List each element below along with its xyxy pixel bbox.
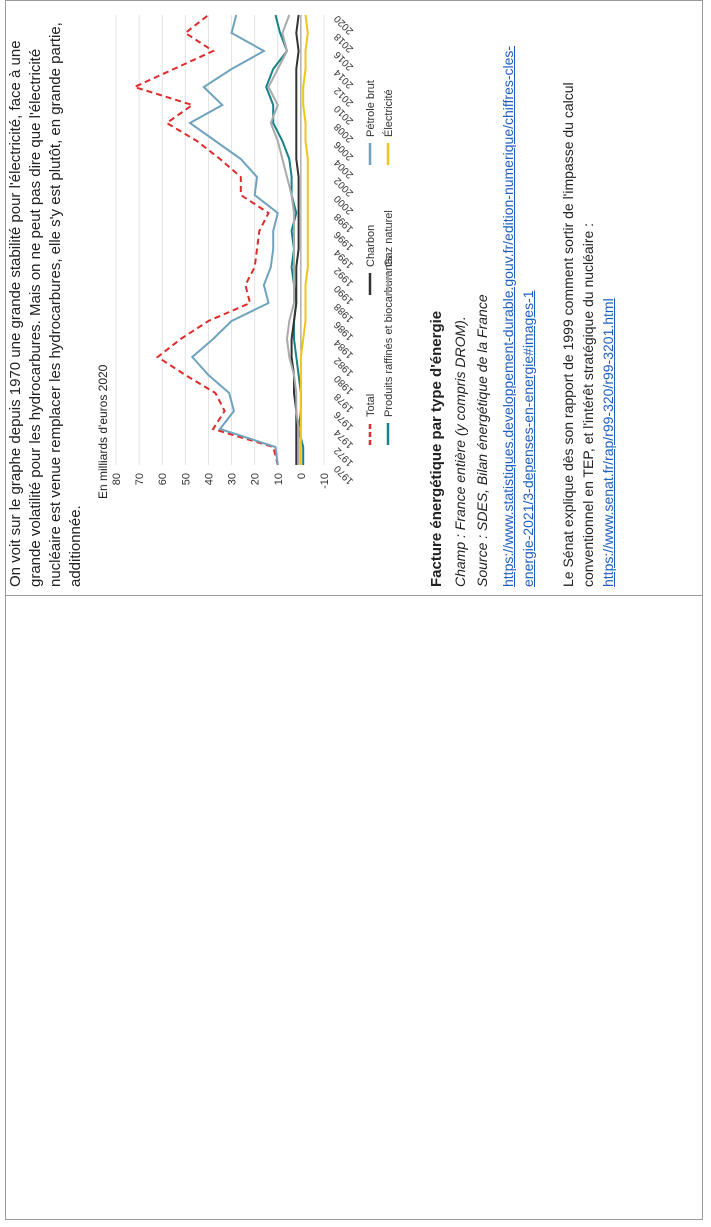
- y-tick-label: 10: [273, 473, 285, 485]
- chart-scope: Champ : France entière (y compris DROM).: [452, 316, 468, 587]
- x-tick-label: 1996: [332, 229, 356, 253]
- x-tick-label: 1992: [332, 265, 356, 289]
- x-tick-label: 1990: [332, 283, 356, 307]
- x-tick-label: 2016: [332, 49, 356, 73]
- chart-source: Source : SDES, Bilan énergétique de la F…: [474, 294, 490, 587]
- y-tick-label: 50: [180, 473, 192, 485]
- x-tick-label: 2012: [332, 85, 356, 109]
- series-line: [299, 14, 309, 465]
- x-tick-label: 2010: [332, 103, 356, 127]
- series-line: [188, 14, 279, 466]
- legend-label: Électricité: [382, 89, 395, 137]
- x-tick-label: 1984: [332, 337, 356, 361]
- x-tick-label: 1988: [332, 301, 356, 325]
- chart-caption-title: Facture énergétique par type d'énergie: [428, 310, 445, 587]
- y-tick-label: -10: [319, 473, 331, 489]
- legend-label: Total: [365, 394, 377, 417]
- x-tick-label: 1978: [332, 391, 356, 415]
- series-line: [290, 14, 300, 465]
- x-tick-label: 1994: [332, 247, 356, 271]
- y-tick-label: 20: [250, 473, 262, 485]
- legend-label: Produits raffinés et biocarburants: [383, 255, 395, 417]
- x-tick-label: 2006: [332, 139, 356, 163]
- y-tick-label: 60: [157, 473, 169, 485]
- legend-label: Charbon: [365, 225, 377, 267]
- x-tick-label: 2014: [332, 67, 356, 91]
- x-tick-label: 2000: [332, 193, 356, 217]
- x-tick-label: 2020: [332, 13, 356, 37]
- x-tick-label: 1980: [332, 373, 356, 397]
- statistics-link[interactable]: https://www.statistiques.developpement-d…: [500, 45, 536, 587]
- senat-link[interactable]: https://www.senat.fr/rap/r99-320/r99-320…: [600, 298, 616, 587]
- senat-paragraph: Le Sénat explique dès son rapport de 199…: [560, 82, 596, 587]
- x-tick-label: 1986: [332, 319, 356, 343]
- y-tick-label: 0: [296, 473, 308, 479]
- rotated-content: On voit sur le graphe depuis 1970 une gr…: [0, 0, 711, 595]
- legend-label: Pétrole brut: [365, 80, 377, 137]
- y-tick-label: 40: [203, 473, 215, 485]
- x-tick-label: 1982: [332, 355, 356, 379]
- x-tick-label: 2008: [332, 121, 356, 145]
- energy-bill-chart: -10 0 10 20 30 40 50 60 70 80 1970197219741976197…: [111, 13, 395, 489]
- y-tick-label: 80: [111, 473, 123, 485]
- x-tick-label: 1974: [332, 427, 356, 451]
- series-line: [267, 14, 300, 465]
- x-tick-label: 1970: [332, 463, 356, 487]
- intro-paragraph: On voit sur le graphe depuis 1970 une gr…: [7, 22, 84, 587]
- x-tick-label: 2004: [332, 157, 356, 181]
- page-divider: [5, 595, 703, 596]
- x-tick-label: 1976: [332, 409, 356, 433]
- x-tick-label: 1972: [332, 445, 356, 469]
- x-tick-label: 2002: [332, 175, 356, 199]
- x-tick-label: 1998: [332, 211, 356, 235]
- y-tick-label: 30: [227, 473, 239, 485]
- legend-label: Gaz naturel: [383, 210, 395, 267]
- series-line: [131, 14, 279, 466]
- page-border: [5, 0, 703, 1220]
- x-tick-label: 2018: [332, 31, 356, 55]
- y-tick-label: 70: [134, 473, 146, 485]
